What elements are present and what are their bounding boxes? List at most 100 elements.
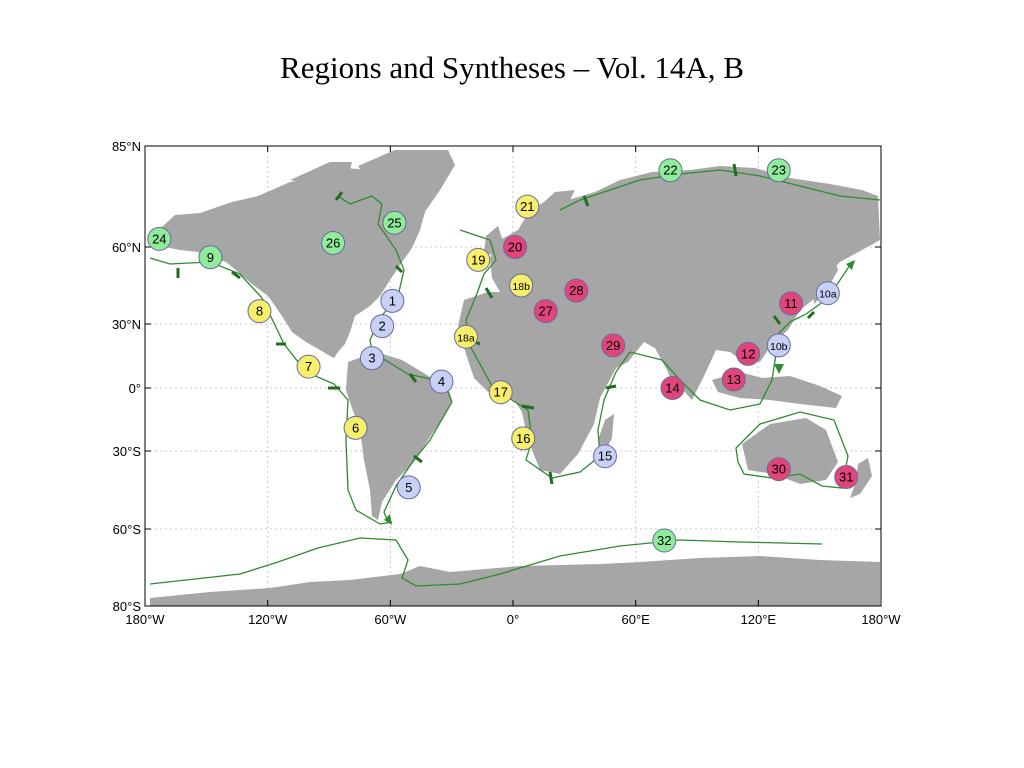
region-marker[interactable]: 10b bbox=[766, 333, 791, 358]
region-marker-label: 2 bbox=[379, 319, 386, 334]
region-marker[interactable]: 27 bbox=[533, 299, 558, 324]
region-marker-circle bbox=[511, 426, 536, 451]
region-marker[interactable]: 25 bbox=[382, 210, 407, 235]
region-marker[interactable]: 12 bbox=[736, 341, 761, 366]
tick-mark bbox=[772, 315, 782, 325]
land-british-isles bbox=[484, 226, 504, 256]
y-tick-label: 0° bbox=[129, 381, 141, 396]
region-marker[interactable]: 9 bbox=[198, 245, 223, 270]
region-marker-circle bbox=[779, 291, 804, 316]
region-marker-label: 16 bbox=[516, 431, 530, 446]
region-marker-label: 28 bbox=[569, 283, 583, 298]
region-marker[interactable]: 31 bbox=[834, 465, 859, 489]
y-tick-label: 85°N bbox=[112, 139, 141, 154]
region-marker[interactable]: 2 bbox=[370, 314, 395, 339]
region-marker[interactable]: 3 bbox=[359, 346, 384, 371]
region-marker[interactable]: 6 bbox=[343, 415, 368, 440]
region-marker[interactable]: 26 bbox=[321, 230, 346, 255]
y-tick-label: 60°N bbox=[112, 240, 141, 255]
region-marker-label: 7 bbox=[305, 359, 312, 374]
region-marker[interactable]: 10a bbox=[815, 281, 840, 306]
land-india bbox=[650, 328, 710, 396]
tick-mark bbox=[231, 270, 241, 280]
region-marker[interactable]: 7 bbox=[296, 354, 321, 379]
region-marker-circle bbox=[321, 230, 346, 255]
x-tick-label: 60°E bbox=[621, 612, 650, 627]
y-tick-label: 30°S bbox=[113, 444, 142, 459]
region-marker-circle bbox=[343, 415, 368, 440]
region-marker-circle bbox=[453, 324, 478, 349]
region-marker[interactable]: 21 bbox=[515, 194, 540, 219]
region-marker-label: 8 bbox=[256, 304, 263, 319]
region-marker-circle bbox=[466, 247, 491, 272]
region-marker-label: 29 bbox=[606, 338, 620, 353]
region-marker[interactable]: 24 bbox=[147, 226, 172, 251]
region-marker-circle bbox=[736, 341, 761, 366]
tick-mark bbox=[732, 163, 738, 177]
region-marker-label: 18b bbox=[512, 281, 530, 293]
region-marker[interactable]: 14 bbox=[660, 376, 685, 400]
land-eurasia bbox=[490, 166, 880, 400]
region-marker-circle bbox=[834, 465, 859, 489]
tick-mark bbox=[408, 373, 418, 383]
region-marker[interactable]: 5 bbox=[396, 475, 421, 500]
region-marker[interactable]: 15 bbox=[593, 444, 617, 469]
region-marker[interactable]: 8 bbox=[247, 299, 272, 324]
region-marker[interactable]: 18a bbox=[453, 324, 478, 349]
region-marker[interactable]: 11 bbox=[779, 291, 804, 316]
region-marker-label: 23 bbox=[772, 163, 786, 178]
region-marker[interactable]: 18b bbox=[509, 273, 534, 298]
region-marker[interactable]: 28 bbox=[564, 278, 589, 303]
region-marker-circle bbox=[564, 278, 589, 303]
arrow-head bbox=[384, 514, 392, 525]
boundary-arrows bbox=[384, 260, 855, 525]
tick-mark bbox=[484, 287, 494, 299]
region-marker-label: 30 bbox=[772, 462, 786, 477]
region-marker[interactable]: 29 bbox=[601, 333, 626, 358]
region-marker-label: 14 bbox=[665, 381, 679, 396]
region-marker-circle bbox=[721, 367, 746, 392]
region-marker[interactable]: 20 bbox=[503, 235, 528, 259]
land-antarctica bbox=[150, 556, 880, 606]
region-marker[interactable]: 19 bbox=[466, 247, 491, 272]
region-marker-label: 5 bbox=[405, 480, 412, 495]
region-marker[interactable]: 1 bbox=[380, 288, 405, 313]
region-marker-circle bbox=[509, 273, 534, 298]
region-marker-label: 26 bbox=[326, 235, 340, 250]
tick-mark bbox=[548, 471, 554, 485]
tick-mark bbox=[413, 454, 423, 464]
region-marker-label: 13 bbox=[727, 372, 741, 387]
land-new-zealand bbox=[850, 458, 872, 498]
region-marker[interactable]: 32 bbox=[652, 528, 677, 553]
region-marker-circle bbox=[593, 444, 617, 469]
tick-mark bbox=[521, 404, 535, 410]
region-marker[interactable]: 17 bbox=[488, 380, 513, 405]
region-marker-label: 9 bbox=[207, 250, 214, 265]
region-marker[interactable]: 16 bbox=[511, 426, 536, 451]
region-marker-label: 1 bbox=[389, 293, 396, 308]
region-marker[interactable]: 4 bbox=[429, 369, 454, 394]
region-marker-circle bbox=[370, 314, 395, 339]
region-marker-circle bbox=[660, 376, 685, 400]
boundary-tick-marks bbox=[176, 163, 816, 485]
tick-mark bbox=[582, 195, 590, 207]
region-marker-circle bbox=[766, 457, 791, 482]
region-marker-circle bbox=[147, 226, 172, 251]
region-marker-circle bbox=[429, 369, 454, 394]
region-marker[interactable]: 13 bbox=[721, 367, 746, 392]
y-tick-label: 60°S bbox=[113, 522, 142, 537]
region-marker[interactable]: 22 bbox=[658, 158, 683, 183]
region-marker-label: 12 bbox=[741, 346, 755, 361]
region-marker-circle bbox=[296, 354, 321, 379]
region-marker[interactable]: 23 bbox=[766, 158, 791, 183]
y-tick-label: 30°N bbox=[112, 317, 141, 332]
x-tick-label: 180°W bbox=[861, 612, 901, 627]
region-marker-label: 6 bbox=[352, 420, 359, 435]
region-marker-circle bbox=[382, 210, 407, 235]
region-marker-label: 4 bbox=[438, 374, 445, 389]
region-marker[interactable]: 30 bbox=[766, 457, 791, 482]
boundary-south-atlantic-west bbox=[371, 351, 453, 523]
region-marker-label: 15 bbox=[598, 449, 612, 464]
x-axis-labels: 180°W 120°W 60°W 0° 60°E 120°E 180°W bbox=[125, 612, 901, 627]
region-marker-label: 20 bbox=[508, 240, 522, 255]
